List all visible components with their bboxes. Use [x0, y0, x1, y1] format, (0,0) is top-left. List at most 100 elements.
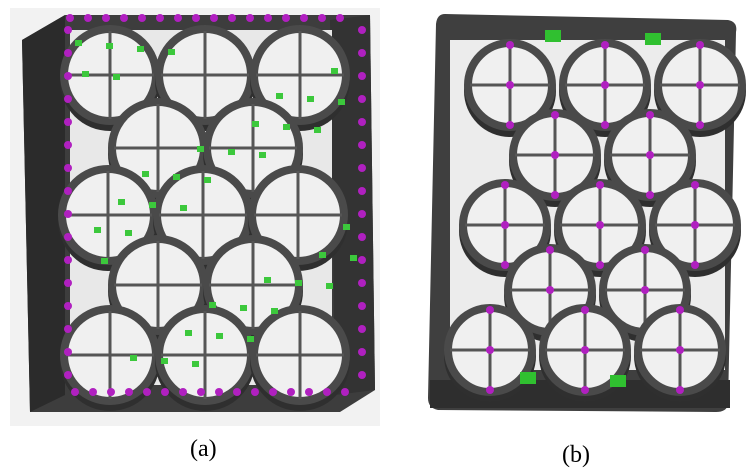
fixture-mark: [295, 280, 302, 286]
fixture-mark: [168, 49, 175, 55]
constraint-dot: [501, 221, 509, 229]
constraint-dot: [138, 14, 146, 22]
constraint-dot: [696, 41, 704, 49]
fixture-mark: [326, 283, 333, 289]
constraint-dot: [358, 371, 366, 379]
fixture-mark: [137, 46, 144, 52]
fixture-mark: [350, 255, 357, 261]
constraint-dot: [358, 325, 366, 333]
constraint-dot: [64, 210, 72, 218]
fixture-mark: [264, 277, 271, 283]
constraint-dot: [64, 141, 72, 149]
constraint-dot: [676, 306, 684, 314]
constraint-dot: [601, 41, 609, 49]
constraint-dot: [161, 388, 169, 396]
constraint-dot: [506, 121, 514, 129]
constraint-dot: [64, 72, 72, 80]
fixture-mark: [307, 96, 314, 102]
fixture-mark: [271, 308, 278, 314]
constraint-dot: [358, 141, 366, 149]
constraint-dot: [358, 26, 366, 34]
constraint-dot: [551, 151, 559, 159]
constraint-dot: [546, 286, 554, 294]
constraint-dot: [358, 49, 366, 57]
renderings: [0, 0, 755, 474]
constraint-dot: [596, 181, 604, 189]
constraint-dot: [64, 348, 72, 356]
constraint-dot: [358, 302, 366, 310]
constraint-dot: [696, 81, 704, 89]
constraint-dot: [358, 348, 366, 356]
fixture-mark: [252, 121, 259, 127]
constraint-dot: [358, 95, 366, 103]
constraint-dot: [143, 388, 151, 396]
constraint-dot: [641, 286, 649, 294]
fixture-mark: [545, 30, 561, 42]
constraint-dot: [210, 14, 218, 22]
fixture-mark: [520, 372, 536, 384]
constraint-dot: [66, 14, 74, 22]
fixture-mark: [185, 330, 192, 336]
fixture-mark: [240, 305, 247, 311]
constraint-dot: [64, 233, 72, 241]
constraint-dot: [64, 256, 72, 264]
constraint-dot: [84, 14, 92, 22]
constraint-dot: [358, 118, 366, 126]
fixture-mark: [314, 127, 321, 133]
constraint-dot: [64, 95, 72, 103]
constraint-dot: [358, 210, 366, 218]
constraint-dot: [318, 14, 326, 22]
constraint-dot: [551, 111, 559, 119]
fixture-mark: [228, 149, 235, 155]
constraint-dot: [233, 388, 241, 396]
constraint-dot: [581, 346, 589, 354]
constraint-dot: [486, 306, 494, 314]
fixture-mark: [113, 74, 120, 80]
constraint-dot: [64, 118, 72, 126]
constraint-dot: [581, 306, 589, 314]
constraint-dot: [501, 181, 509, 189]
fixture-mark: [209, 302, 216, 308]
constraint-dot: [64, 49, 72, 57]
decorations: [58, 14, 746, 411]
constraint-dot: [358, 279, 366, 287]
constraint-dot: [506, 41, 514, 49]
fixture-mark: [161, 358, 168, 364]
constraint-dot: [282, 14, 290, 22]
constraint-dot: [64, 164, 72, 172]
constraint-dot: [641, 246, 649, 254]
constraint-dot: [246, 14, 254, 22]
fixture-mark: [216, 333, 223, 339]
constraint-dot: [696, 121, 704, 129]
constraint-dot: [287, 388, 295, 396]
fixture-mark: [197, 146, 204, 152]
fixture-mark: [142, 171, 149, 177]
constraint-dot: [601, 121, 609, 129]
constraint-dot: [646, 111, 654, 119]
fixture-mark: [283, 124, 290, 130]
fixture-mark: [173, 174, 180, 180]
figure: (a) (b): [0, 0, 755, 474]
constraint-dot: [64, 279, 72, 287]
fixture-mark: [204, 177, 211, 183]
constraint-dot: [358, 164, 366, 172]
caption-a: (a): [190, 436, 217, 463]
fixture-mark: [610, 375, 626, 387]
constraint-dot: [506, 81, 514, 89]
constraint-dot: [64, 325, 72, 333]
constraint-dot: [336, 14, 344, 22]
constraint-dot: [192, 14, 200, 22]
fixture-mark: [645, 33, 661, 45]
constraint-dot: [551, 191, 559, 199]
fixture-mark: [247, 336, 254, 342]
constraint-dot: [691, 181, 699, 189]
constraint-dot: [228, 14, 236, 22]
constraint-dot: [300, 14, 308, 22]
fixture-mark: [82, 71, 89, 77]
constraint-dot: [341, 388, 349, 396]
constraint-dot: [676, 346, 684, 354]
constraint-dot: [691, 221, 699, 229]
fixture-mark: [192, 361, 199, 367]
constraint-dot: [89, 388, 97, 396]
fixture-mark: [125, 230, 132, 236]
